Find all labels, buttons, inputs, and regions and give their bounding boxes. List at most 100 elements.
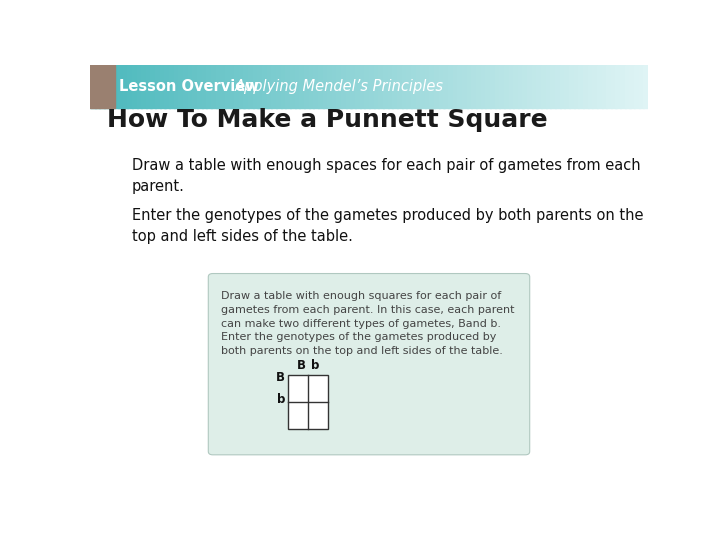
Bar bbox=[583, 65, 589, 109]
Bar bbox=[467, 65, 472, 109]
Bar bbox=[225, 65, 230, 109]
Bar bbox=[248, 65, 254, 109]
Text: Enter the genotypes of the gametes produced by both parents on the
top and left : Enter the genotypes of the gametes produ… bbox=[132, 208, 644, 244]
Bar bbox=[387, 65, 393, 109]
Bar bbox=[472, 65, 477, 109]
Bar bbox=[309, 65, 315, 109]
Bar bbox=[169, 65, 175, 109]
Bar bbox=[629, 65, 635, 109]
Bar bbox=[597, 65, 603, 109]
Text: Draw a table with enough squares for each pair of
gametes from each parent. In t: Draw a table with enough squares for eac… bbox=[221, 292, 515, 356]
Text: Applying Mendel’s Principles: Applying Mendel’s Principles bbox=[235, 79, 444, 94]
Bar bbox=[220, 65, 226, 109]
Bar bbox=[420, 65, 426, 109]
Bar bbox=[616, 65, 621, 109]
FancyBboxPatch shape bbox=[208, 274, 530, 455]
Bar bbox=[211, 65, 217, 109]
Bar bbox=[132, 65, 138, 109]
Bar bbox=[448, 65, 454, 109]
Bar bbox=[276, 65, 282, 109]
Bar bbox=[601, 65, 607, 109]
Bar bbox=[155, 65, 161, 109]
Bar bbox=[300, 65, 305, 109]
Bar bbox=[118, 65, 124, 109]
Bar bbox=[253, 65, 258, 109]
Bar bbox=[364, 65, 370, 109]
Bar bbox=[239, 65, 245, 109]
Bar bbox=[593, 65, 598, 109]
Bar bbox=[392, 65, 398, 109]
Bar bbox=[127, 65, 133, 109]
Bar bbox=[588, 65, 593, 109]
Bar bbox=[462, 65, 468, 109]
Text: How To Make a Punnett Square: How To Make a Punnett Square bbox=[107, 109, 547, 132]
Text: Lesson Overview: Lesson Overview bbox=[119, 79, 258, 94]
Bar bbox=[137, 65, 143, 109]
Bar bbox=[574, 65, 580, 109]
Bar bbox=[457, 65, 463, 109]
Bar bbox=[406, 65, 412, 109]
Bar bbox=[606, 65, 612, 109]
Bar bbox=[99, 65, 105, 109]
Bar bbox=[360, 65, 366, 109]
Bar bbox=[113, 65, 119, 109]
Bar bbox=[527, 65, 533, 109]
Bar bbox=[234, 65, 240, 109]
Bar bbox=[518, 65, 523, 109]
Bar bbox=[546, 65, 552, 109]
Bar bbox=[504, 65, 510, 109]
Bar bbox=[550, 65, 556, 109]
Text: Draw a table with enough spaces for each pair of gametes from each
parent.: Draw a table with enough spaces for each… bbox=[132, 158, 641, 194]
Bar bbox=[332, 65, 338, 109]
Bar bbox=[290, 65, 296, 109]
Bar bbox=[313, 65, 319, 109]
Bar bbox=[197, 65, 203, 109]
Bar bbox=[336, 65, 342, 109]
Bar bbox=[644, 65, 649, 109]
Bar bbox=[164, 65, 170, 109]
Bar bbox=[243, 65, 249, 109]
Bar bbox=[374, 65, 379, 109]
Bar bbox=[625, 65, 631, 109]
Bar bbox=[639, 65, 644, 109]
Bar bbox=[508, 65, 514, 109]
Bar bbox=[109, 65, 114, 109]
Bar bbox=[578, 65, 584, 109]
Bar bbox=[559, 65, 565, 109]
Bar bbox=[536, 65, 542, 109]
Bar bbox=[415, 65, 421, 109]
Bar bbox=[495, 65, 500, 109]
Bar bbox=[485, 65, 491, 109]
Bar bbox=[230, 65, 235, 109]
Bar bbox=[294, 65, 300, 109]
Bar bbox=[620, 65, 626, 109]
Bar bbox=[444, 65, 449, 109]
Bar bbox=[555, 65, 561, 109]
Bar bbox=[281, 65, 287, 109]
Bar bbox=[513, 65, 519, 109]
Bar bbox=[490, 65, 495, 109]
Bar bbox=[634, 65, 640, 109]
Bar bbox=[285, 65, 291, 109]
Bar bbox=[453, 65, 459, 109]
Bar bbox=[90, 65, 115, 109]
Bar bbox=[192, 65, 198, 109]
Bar bbox=[569, 65, 575, 109]
Text: B: B bbox=[297, 359, 305, 372]
Bar bbox=[318, 65, 323, 109]
Bar bbox=[202, 65, 207, 109]
Bar bbox=[188, 65, 194, 109]
Bar bbox=[383, 65, 389, 109]
Bar bbox=[611, 65, 616, 109]
Bar bbox=[266, 65, 272, 109]
Bar bbox=[94, 65, 100, 109]
Bar bbox=[369, 65, 375, 109]
Bar bbox=[351, 65, 356, 109]
Bar bbox=[476, 65, 482, 109]
Bar bbox=[206, 65, 212, 109]
Bar bbox=[402, 65, 408, 109]
Bar bbox=[150, 65, 156, 109]
Bar bbox=[438, 65, 444, 109]
Bar bbox=[183, 65, 189, 109]
Bar bbox=[425, 65, 431, 109]
